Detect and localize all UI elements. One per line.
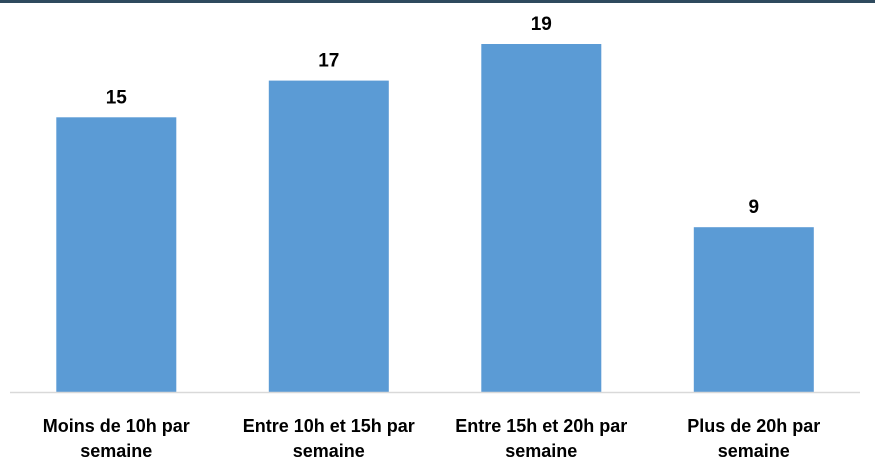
- data-label-3: 19: [531, 14, 552, 35]
- x-tick-label-2: Entre 10h et 15h par semaine: [243, 416, 415, 459]
- data-label-4: 9: [749, 197, 760, 218]
- x-tick-label-line: semaine: [505, 441, 577, 459]
- bar-1: [56, 117, 177, 393]
- data-labels-layer: 15 17 19 9: [106, 14, 759, 218]
- bar-4: [693, 227, 814, 392]
- bars-layer: [56, 44, 814, 393]
- bar-3: [481, 44, 602, 392]
- x-tick-label-line: Entre 10h et 15h par: [243, 416, 415, 436]
- data-label-1: 15: [106, 87, 128, 108]
- data-label-2: 17: [318, 51, 339, 72]
- x-tick-label-1: Moins de 10h par semaine: [43, 416, 190, 459]
- x-tick-label-4: Plus de 20h par semaine: [687, 416, 820, 459]
- x-tick-label-line: Moins de 10h par: [43, 416, 190, 436]
- top-frame-border: [0, 0, 875, 3]
- bar-2: [268, 80, 389, 392]
- x-tick-label-line: Entre 15h et 20h par: [455, 416, 627, 436]
- x-tick-label-line: semaine: [80, 441, 152, 459]
- x-tick-label-line: semaine: [718, 441, 790, 459]
- x-tick-label-line: semaine: [293, 441, 365, 459]
- x-tick-label-line: Plus de 20h par: [687, 416, 820, 436]
- x-tick-label-3: Entre 15h et 20h par semaine: [455, 416, 627, 459]
